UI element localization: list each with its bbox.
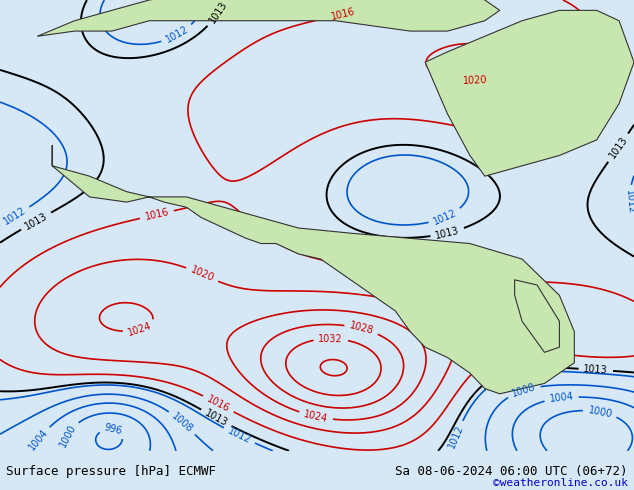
Text: 1000: 1000	[587, 405, 613, 419]
Text: 1000: 1000	[58, 422, 77, 449]
Polygon shape	[425, 10, 634, 176]
Text: 1016: 1016	[205, 393, 231, 414]
Text: 1016: 1016	[330, 6, 356, 22]
Text: 1012: 1012	[2, 205, 28, 227]
Text: 1024: 1024	[127, 321, 153, 338]
Polygon shape	[37, 0, 500, 36]
Text: 1020: 1020	[189, 265, 216, 284]
Text: 1028: 1028	[348, 321, 375, 337]
Text: 1016: 1016	[144, 207, 170, 222]
Text: 1008: 1008	[170, 411, 195, 435]
Text: 1012: 1012	[164, 24, 190, 45]
Text: 1013: 1013	[207, 0, 230, 25]
Text: 1012: 1012	[446, 423, 465, 450]
Text: 1032: 1032	[318, 334, 343, 344]
Text: 1012: 1012	[624, 189, 634, 215]
Text: 1013: 1013	[203, 408, 230, 428]
Polygon shape	[52, 145, 574, 394]
Text: 1013: 1013	[583, 364, 609, 376]
Text: 1012: 1012	[432, 208, 458, 227]
Text: 1024: 1024	[303, 409, 329, 424]
Polygon shape	[515, 280, 559, 352]
Text: 1004: 1004	[549, 392, 574, 404]
Text: 1013: 1013	[434, 225, 460, 241]
Text: 996: 996	[103, 423, 124, 437]
Text: 1020: 1020	[462, 75, 488, 86]
Text: ©weatheronline.co.uk: ©weatheronline.co.uk	[493, 478, 628, 488]
Text: 1004: 1004	[27, 427, 50, 453]
Text: 1012: 1012	[226, 426, 252, 445]
Text: 1013: 1013	[607, 135, 630, 161]
Text: Sa 08-06-2024 06:00 UTC (06+72): Sa 08-06-2024 06:00 UTC (06+72)	[395, 465, 628, 478]
Text: Surface pressure [hPa] ECMWF: Surface pressure [hPa] ECMWF	[6, 465, 216, 478]
Text: 1013: 1013	[23, 211, 49, 231]
Text: 1008: 1008	[510, 382, 537, 399]
